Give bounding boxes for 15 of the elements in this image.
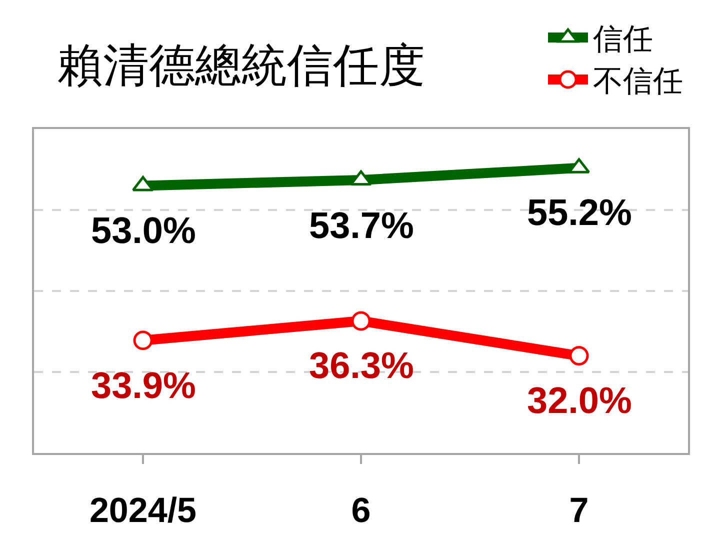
data-label: 53.0% xyxy=(91,210,196,251)
point xyxy=(569,346,589,366)
data-label: 36.3% xyxy=(309,345,414,386)
point xyxy=(133,330,153,350)
chart-title: 賴清德總統信任度 xyxy=(57,39,425,92)
legend-label: 不信任 xyxy=(593,65,683,98)
point xyxy=(351,311,371,331)
data-label: 32.0% xyxy=(527,380,632,421)
data-label: 53.7% xyxy=(309,205,414,246)
x-tick-label: 7 xyxy=(569,491,589,530)
x-tick-label: 6 xyxy=(351,491,371,530)
data-label: 33.9% xyxy=(91,365,196,406)
x-tick-label: 2024/5 xyxy=(89,491,197,530)
legend-label: 信任 xyxy=(593,23,653,56)
data-label: 55.2% xyxy=(527,192,632,233)
